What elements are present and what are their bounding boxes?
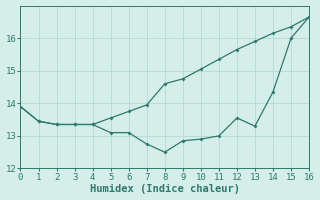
X-axis label: Humidex (Indice chaleur): Humidex (Indice chaleur) — [90, 184, 240, 194]
